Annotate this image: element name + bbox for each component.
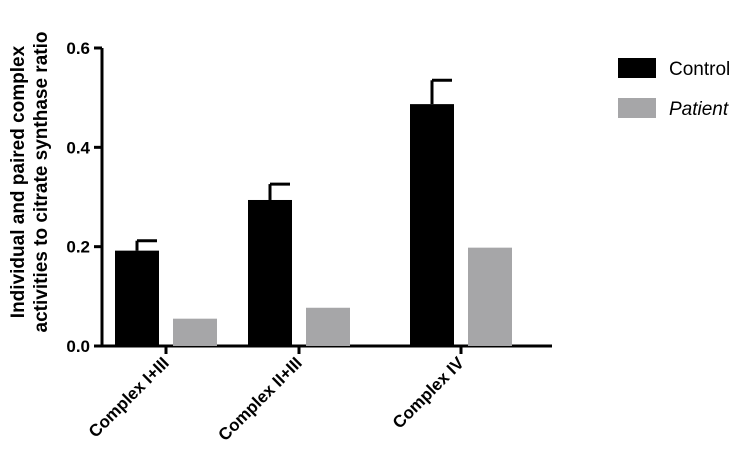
bar-patient-1 xyxy=(173,318,217,346)
bar-control-3 xyxy=(410,104,454,346)
legend-label-control: Control xyxy=(669,59,730,80)
y-axis-label-line-1: Individual and paired complex xyxy=(8,45,29,318)
bar-control-2 xyxy=(248,199,292,346)
y-axis-label-line-2: activities to citrate synthase ratio xyxy=(31,32,52,333)
error-bars xyxy=(135,78,452,251)
bar-patient-3 xyxy=(468,247,512,346)
bars xyxy=(115,104,512,346)
x-tick-label: Complex II+III xyxy=(215,353,306,444)
legend-swatch-control xyxy=(618,58,656,78)
y-axis-label: Individual and paired complex activities… xyxy=(8,32,52,333)
bar-patient-2 xyxy=(306,307,350,346)
y-tick-label: 0.0 xyxy=(66,337,90,356)
legend: Control Patient xyxy=(618,58,730,120)
y-ticks: 0.0 0.2 0.4 0.6 xyxy=(66,39,102,356)
x-ticks: Complex I+III Complex II+III Complex IV xyxy=(85,346,468,445)
y-tick-label: 0.4 xyxy=(66,138,90,157)
legend-swatch-patient xyxy=(618,98,656,118)
x-tick-label: Complex I+III xyxy=(85,353,173,441)
legend-label-patient: Patient xyxy=(669,99,729,120)
x-tick-label: Complex IV xyxy=(389,353,468,432)
y-tick-label: 0.2 xyxy=(66,238,90,257)
y-tick-label: 0.6 xyxy=(66,39,90,58)
bar-control-1 xyxy=(115,250,159,346)
